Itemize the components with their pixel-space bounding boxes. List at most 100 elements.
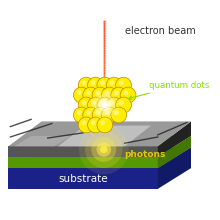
Circle shape (114, 110, 119, 115)
Polygon shape (8, 147, 191, 168)
Circle shape (123, 90, 128, 95)
Polygon shape (104, 58, 106, 59)
Circle shape (86, 110, 91, 115)
Polygon shape (104, 31, 106, 33)
Polygon shape (104, 86, 106, 88)
Polygon shape (104, 36, 106, 38)
Polygon shape (104, 26, 106, 28)
Polygon shape (104, 63, 106, 64)
Circle shape (119, 101, 124, 105)
Circle shape (88, 77, 103, 93)
Polygon shape (104, 98, 106, 100)
Circle shape (83, 107, 99, 123)
Circle shape (101, 107, 117, 123)
Polygon shape (104, 81, 106, 83)
Polygon shape (104, 24, 106, 26)
Circle shape (110, 101, 114, 105)
Circle shape (111, 87, 127, 103)
Circle shape (97, 117, 113, 133)
Circle shape (100, 146, 108, 153)
Polygon shape (8, 121, 191, 146)
Polygon shape (104, 76, 106, 78)
Polygon shape (104, 59, 106, 61)
Text: photons: photons (125, 150, 166, 159)
Polygon shape (104, 73, 106, 75)
Circle shape (105, 110, 110, 115)
Polygon shape (104, 90, 106, 92)
Polygon shape (104, 95, 106, 97)
Circle shape (86, 90, 91, 95)
Polygon shape (104, 38, 106, 39)
Circle shape (79, 125, 129, 174)
Polygon shape (104, 92, 106, 93)
Polygon shape (104, 80, 106, 81)
Text: substrate: substrate (58, 174, 108, 183)
Text: electron beam: electron beam (125, 26, 195, 36)
Polygon shape (58, 126, 151, 146)
Circle shape (102, 102, 108, 108)
Circle shape (106, 97, 122, 113)
Circle shape (100, 101, 105, 105)
Circle shape (97, 97, 113, 113)
Circle shape (77, 110, 82, 115)
Circle shape (114, 90, 119, 95)
Circle shape (120, 87, 136, 103)
Polygon shape (104, 78, 106, 80)
Circle shape (106, 77, 122, 93)
Circle shape (82, 101, 86, 105)
Circle shape (110, 81, 114, 85)
Polygon shape (104, 70, 106, 71)
Circle shape (95, 110, 100, 115)
Polygon shape (104, 100, 106, 102)
Polygon shape (104, 103, 106, 105)
Polygon shape (104, 66, 106, 68)
Circle shape (92, 107, 108, 123)
Polygon shape (104, 29, 106, 31)
Polygon shape (104, 28, 106, 29)
Circle shape (100, 81, 105, 85)
Circle shape (90, 90, 119, 119)
Circle shape (94, 95, 115, 116)
Polygon shape (104, 75, 106, 76)
Circle shape (78, 77, 94, 93)
Circle shape (92, 87, 108, 103)
Polygon shape (104, 85, 106, 86)
Polygon shape (104, 43, 106, 44)
Polygon shape (158, 147, 191, 189)
Circle shape (91, 101, 96, 105)
Polygon shape (8, 146, 158, 157)
Polygon shape (104, 48, 106, 49)
Polygon shape (104, 21, 106, 22)
Circle shape (105, 90, 110, 95)
Circle shape (100, 120, 105, 125)
Polygon shape (104, 46, 106, 48)
Polygon shape (104, 71, 106, 73)
Polygon shape (158, 136, 191, 168)
Circle shape (116, 77, 131, 93)
Polygon shape (104, 44, 106, 46)
Circle shape (119, 81, 124, 85)
Circle shape (99, 99, 111, 111)
Polygon shape (104, 88, 106, 90)
Polygon shape (104, 41, 106, 43)
Polygon shape (8, 168, 158, 189)
Polygon shape (104, 93, 106, 95)
Circle shape (91, 120, 96, 125)
Polygon shape (104, 56, 106, 58)
Circle shape (82, 81, 86, 85)
Polygon shape (104, 97, 106, 98)
Circle shape (77, 90, 82, 95)
Polygon shape (8, 157, 158, 168)
Circle shape (73, 87, 89, 103)
Polygon shape (104, 33, 106, 34)
Circle shape (73, 107, 89, 123)
Circle shape (111, 107, 127, 123)
Polygon shape (104, 102, 106, 103)
Circle shape (83, 87, 99, 103)
Circle shape (82, 120, 86, 125)
Circle shape (95, 90, 100, 95)
Polygon shape (104, 22, 106, 24)
Circle shape (78, 97, 94, 113)
Circle shape (78, 117, 94, 133)
Polygon shape (104, 49, 106, 51)
